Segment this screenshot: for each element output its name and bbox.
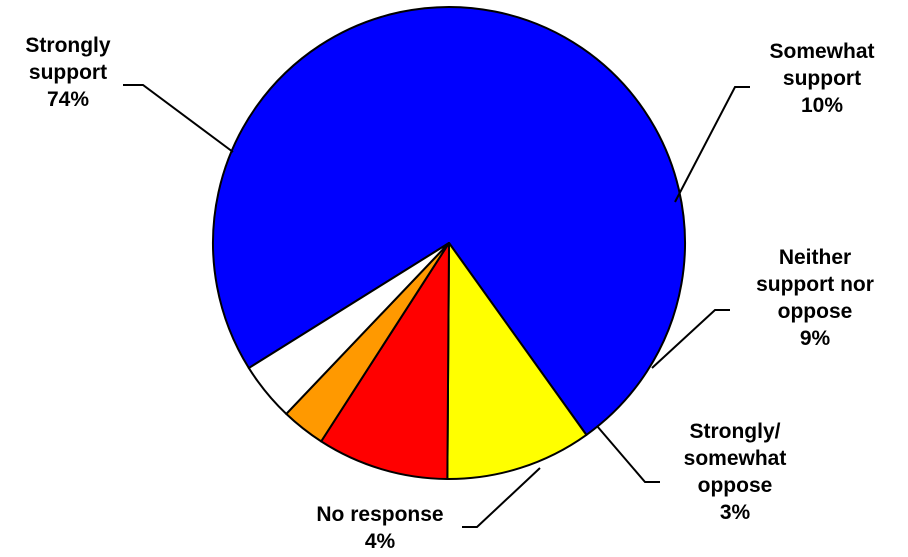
label-strongly-support-value: 74% [46,88,90,111]
leader-strongly-support [123,84,234,153]
label-neither-line2: support nor [756,273,874,296]
label-neither-value: 9% [799,327,831,350]
leader-lines [123,84,750,528]
label-somewhat-support-line1: Somewhat [769,40,875,63]
label-neither-line1: Neither [778,246,852,269]
label-strongly-support-line1: Strongly [25,34,111,57]
slice-no-response [247,242,450,415]
leader-neither [651,309,730,369]
label-no-response-line1: No response [316,503,444,526]
leader-no-response [462,467,541,528]
pie-slices [212,6,686,480]
label-no-response-value: 4% [364,530,396,553]
leader-oppose [596,425,660,483]
label-somewhat-support-line2: support [782,67,862,90]
label-no-response: No response 4% [292,501,468,555]
label-somewhat-support: Somewhat support 10% [752,38,892,119]
leader-somewhat-support [674,86,750,203]
label-strongly-support-line2: support [28,61,108,84]
slice-strongly-support [212,6,686,436]
label-strongly-support: Strongly support 74% [8,32,128,113]
label-strongly-somewhat-oppose: Strongly/ somewhat oppose 3% [660,418,810,526]
label-neither-line3: oppose [777,300,853,323]
label-oppose-line1: Strongly/ [689,420,781,443]
label-neither: Neither support nor oppose 9% [735,244,895,352]
label-oppose-line3: oppose [697,474,773,497]
label-oppose-value: 3% [719,501,751,524]
label-oppose-line2: somewhat [683,447,787,470]
label-somewhat-support-value: 10% [800,94,844,117]
slice-somewhat-support [446,242,588,480]
slice-neither [320,242,450,480]
